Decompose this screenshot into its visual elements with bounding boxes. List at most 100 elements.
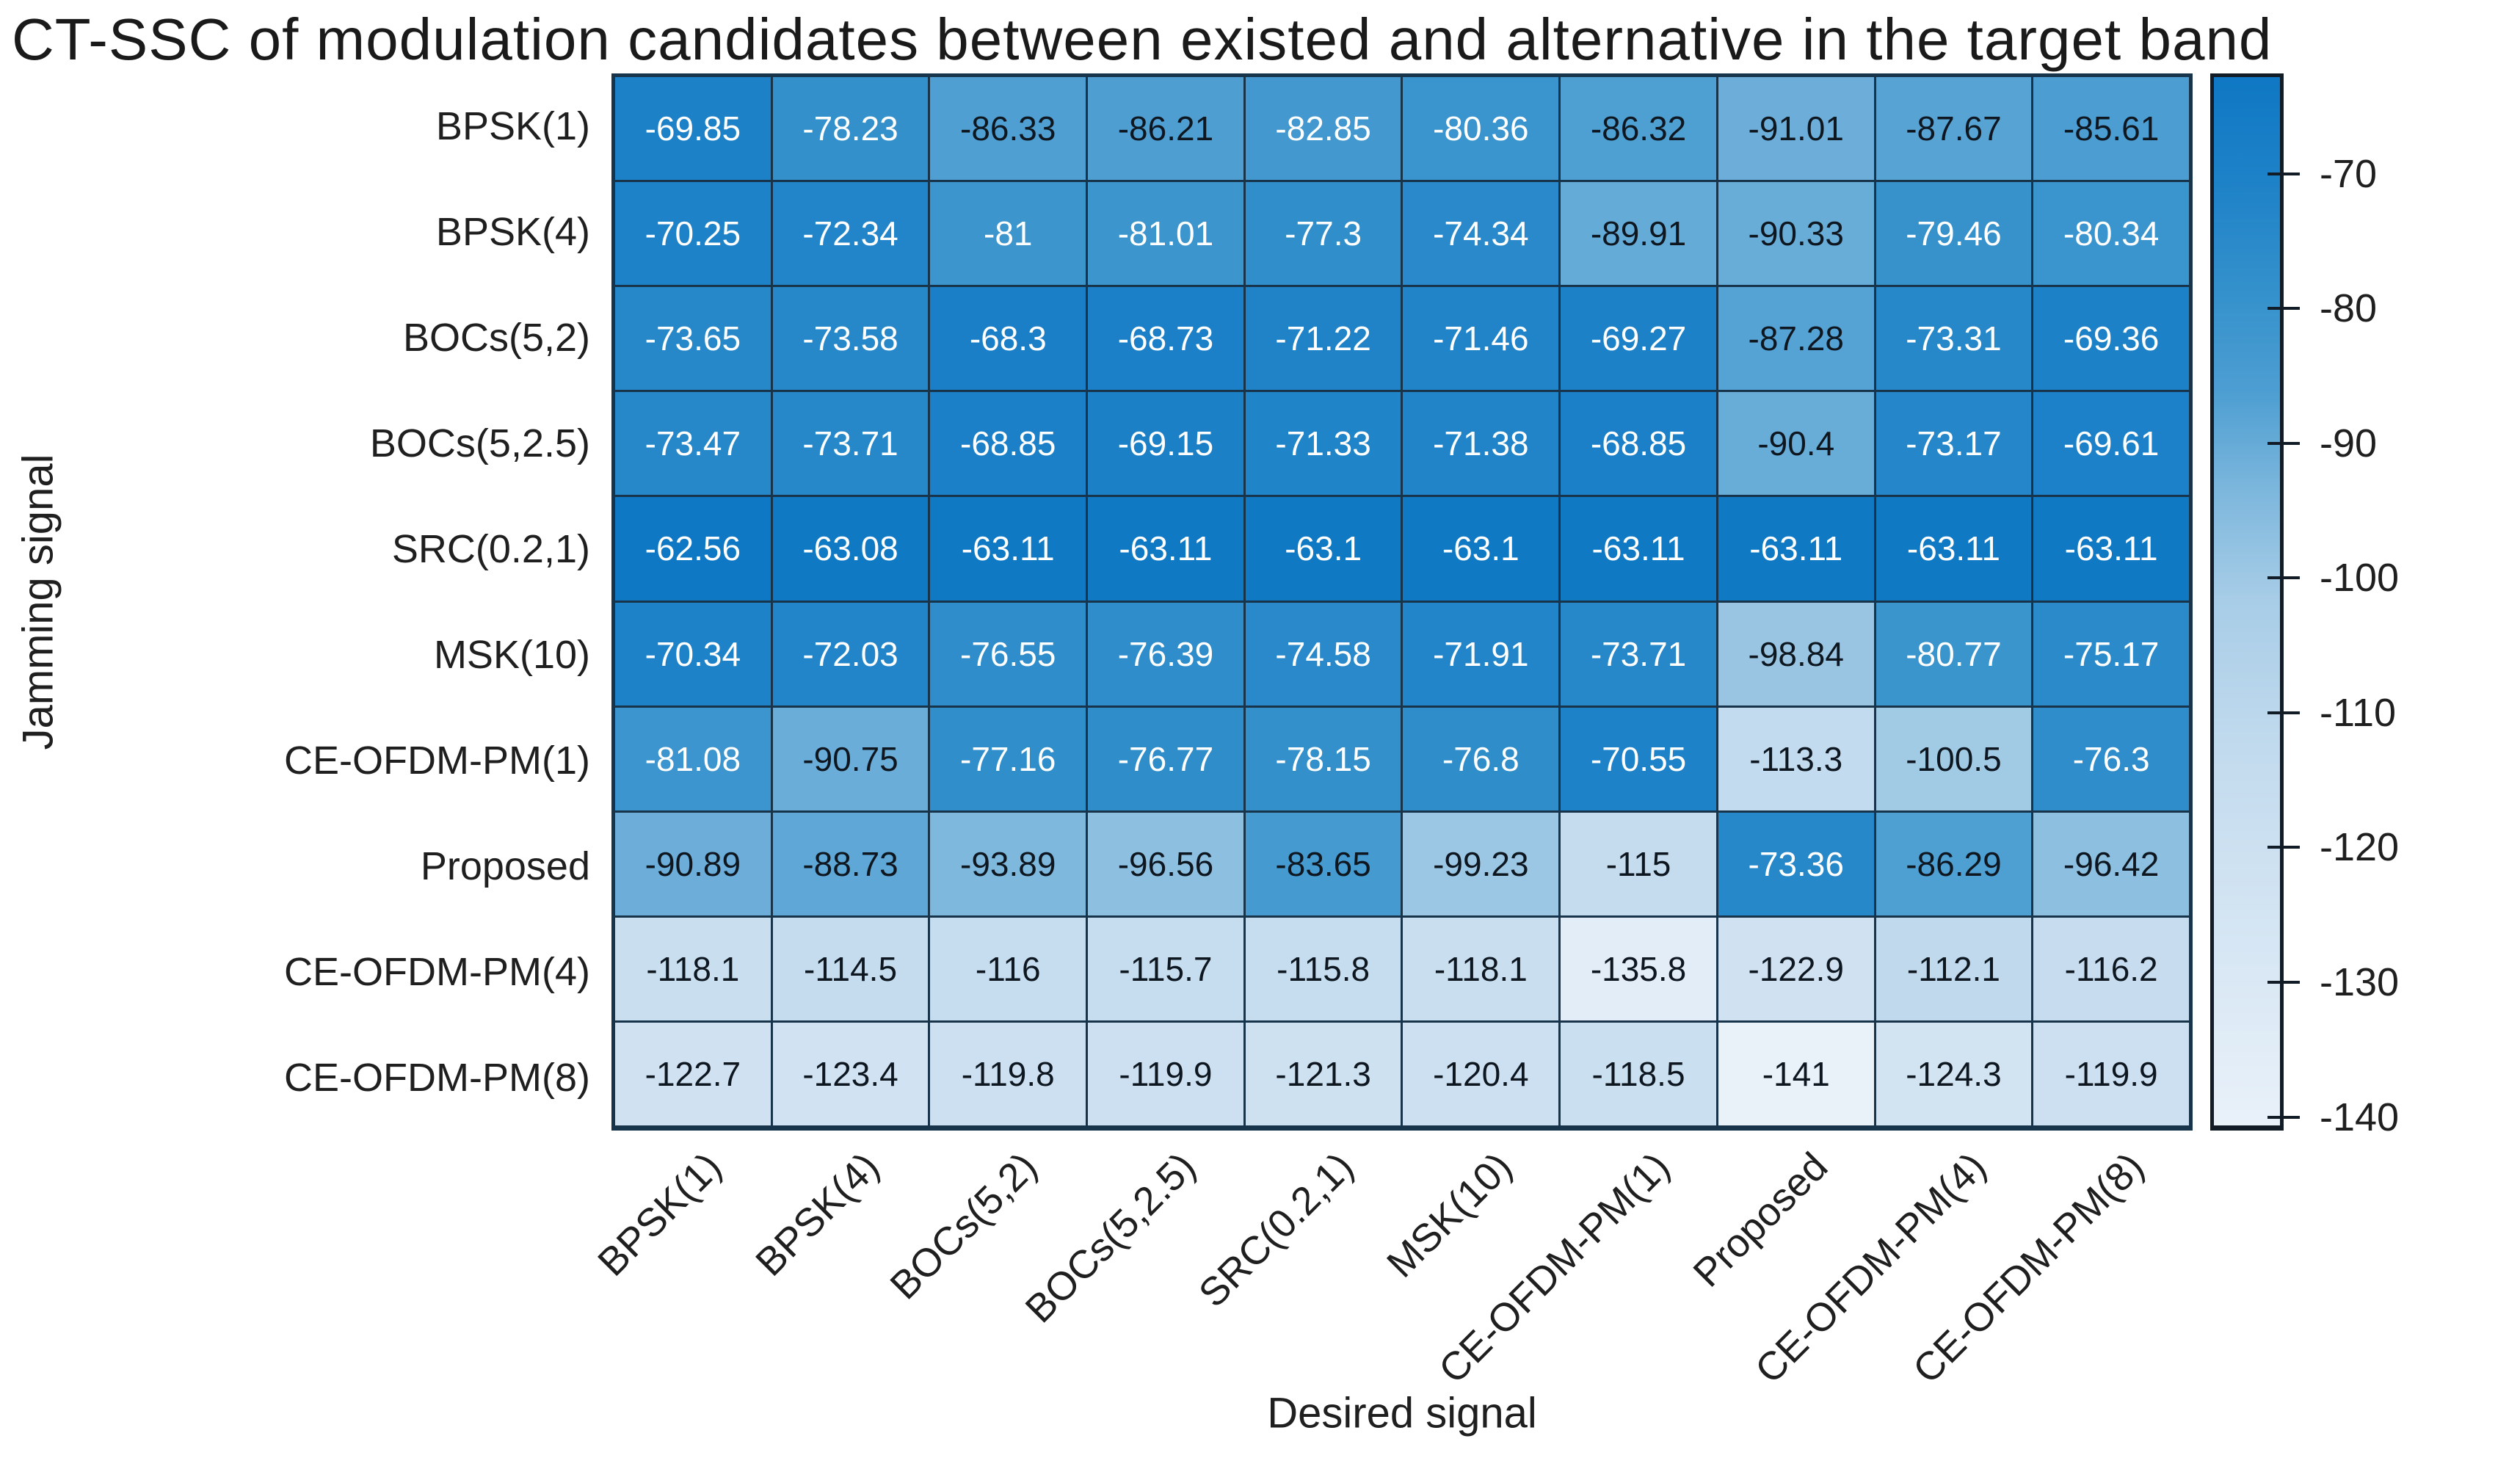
heatmap-cell: -90.89: [615, 812, 771, 915]
x-tick-label: MSK(10): [1378, 1144, 1520, 1286]
heatmap-cell: -87.67: [1876, 77, 2032, 181]
heatmap-cell: -68.85: [1561, 392, 1716, 496]
heatmap-cell: -80.34: [2033, 182, 2189, 286]
x-tick-label: SRC(0.2,1): [1191, 1144, 1362, 1316]
heatmap-cell: -85.61: [2033, 77, 2189, 181]
colorbar-tick-label: -120: [2320, 825, 2400, 870]
heatmap-cell: -87.28: [1718, 287, 1874, 391]
x-tick-label: BOCs(5,2.5): [1017, 1144, 1205, 1332]
heatmap-cell: -90.4: [1718, 392, 1874, 496]
heatmap-cell: -73.47: [615, 392, 771, 496]
heatmap-cell: -63.11: [1088, 497, 1243, 601]
heatmap-cell: -118.5: [1561, 1022, 1716, 1125]
heatmap-cell: -70.34: [615, 602, 771, 706]
heatmap-cell: -98.84: [1718, 602, 1874, 706]
y-tick-label: BOCs(5,2.5): [369, 421, 590, 465]
heatmap-cell: -124.3: [1876, 1022, 2032, 1125]
heatmap-cell: -62.56: [615, 497, 771, 601]
heatmap-cell: -122.9: [1718, 917, 1874, 1020]
heatmap-cell: -99.23: [1403, 812, 1559, 915]
y-tick-label: BPSK(4): [435, 210, 590, 254]
colorbar-tick-mark: [2267, 981, 2300, 984]
heatmap-cell: -90.33: [1718, 182, 1874, 286]
heatmap-cell: -116.2: [2033, 917, 2189, 1020]
heatmap-cell: -91.01: [1718, 77, 1874, 181]
heatmap-cell: -76.3: [2033, 707, 2189, 810]
heatmap-cell: -100.5: [1876, 707, 2032, 810]
heatmap-cell: -79.46: [1876, 182, 2032, 286]
heatmap-cell: -63.11: [2033, 497, 2189, 601]
heatmap-cell: -76.55: [930, 602, 1086, 706]
heatmap-cell: -115.7: [1088, 917, 1243, 1020]
heatmap-cell: -68.73: [1088, 287, 1243, 391]
heatmap-cell: -93.89: [930, 812, 1086, 915]
y-tick-label: Proposed: [420, 844, 590, 888]
heatmap-grid: -69.85 -78.23 -86.33 -86.21 -82.85 -80.36 -86.…: [611, 73, 2193, 1131]
x-tick-label: BPSK(4): [747, 1144, 888, 1285]
heatmap-cell: -73.17: [1876, 392, 2032, 496]
heatmap-cell: -119.8: [930, 1022, 1086, 1125]
colorbar-tick-mark: [2267, 307, 2300, 311]
y-tick-label: CE-OFDM-PM(1): [284, 739, 590, 783]
colorbar-tick-mark: [2267, 711, 2300, 714]
heatmap-cell: -120.4: [1403, 1022, 1559, 1125]
heatmap-cell: -96.56: [1088, 812, 1243, 915]
colorbar-tick-label: -130: [2320, 960, 2400, 1005]
colorbar-tick-mark: [2267, 576, 2300, 580]
heatmap-cell: -121.3: [1245, 1022, 1401, 1125]
colorbar-tick-label: -100: [2320, 556, 2400, 601]
heatmap-cell: -71.38: [1403, 392, 1559, 496]
colorbar: [2210, 73, 2284, 1131]
heatmap-cell: -69.15: [1088, 392, 1243, 496]
y-tick-label: CE-OFDM-PM(8): [284, 1056, 590, 1100]
heatmap-cell: -73.71: [1561, 602, 1716, 706]
heatmap-cell: -73.58: [772, 287, 929, 391]
heatmap-cell: -115: [1561, 812, 1716, 915]
heatmap-cell: -71.91: [1403, 602, 1559, 706]
heatmap-cell: -123.4: [772, 1022, 929, 1125]
heatmap-cell: -69.27: [1561, 287, 1716, 391]
heatmap-cell: -76.39: [1088, 602, 1243, 706]
colorbar-tick-mark: [2267, 846, 2300, 849]
x-tick-label: BOCs(5,2): [882, 1144, 1046, 1308]
heatmap-cell: -72.34: [772, 182, 929, 286]
heatmap-cell: -78.23: [772, 77, 929, 181]
heatmap-cell: -68.85: [930, 392, 1086, 496]
y-tick-label: CE-OFDM-PM(4): [284, 950, 590, 994]
heatmap-cell: -118.1: [615, 917, 771, 1020]
heatmap-cell: -114.5: [772, 917, 929, 1020]
heatmap-cell: -71.22: [1245, 287, 1401, 391]
heatmap-cell: -63.1: [1245, 497, 1401, 601]
heatmap-cell: -81.08: [615, 707, 771, 810]
y-tick-label: BPSK(1): [435, 104, 590, 148]
heatmap-cell: -81: [930, 182, 1086, 286]
heatmap-cell: -69.85: [615, 77, 771, 181]
heatmap-cell: -73.71: [772, 392, 929, 496]
heatmap-cell: -86.32: [1561, 77, 1716, 181]
heatmap-cell: -86.33: [930, 77, 1086, 181]
heatmap-cell: -89.91: [1561, 182, 1716, 286]
heatmap-cell: -73.31: [1876, 287, 2032, 391]
heatmap-cell: -74.34: [1403, 182, 1559, 286]
heatmap-cell: -70.55: [1561, 707, 1716, 810]
y-tick-label: MSK(10): [433, 633, 590, 677]
heatmap-cell: -63.11: [930, 497, 1086, 601]
heatmap-cell: -76.77: [1088, 707, 1243, 810]
heatmap-cell: -76.8: [1403, 707, 1559, 810]
heatmap-cell: -96.42: [2033, 812, 2189, 915]
x-axis-label: Desired signal: [1267, 1389, 1537, 1437]
heatmap-cell: -83.65: [1245, 812, 1401, 915]
heatmap-cell: -73.36: [1718, 812, 1874, 915]
heatmap-cell: -75.17: [2033, 602, 2189, 706]
x-tick-label: Proposed: [1685, 1144, 1837, 1296]
heatmap-cell: -69.61: [2033, 392, 2189, 496]
heatmap-cell: -135.8: [1561, 917, 1716, 1020]
heatmap-cell: -119.9: [2033, 1022, 2189, 1125]
colorbar-tick-mark: [2267, 1115, 2300, 1119]
heatmap-cell: -81.01: [1088, 182, 1243, 286]
heatmap-cell: -116: [930, 917, 1086, 1020]
colorbar-tick-label: -110: [2320, 690, 2397, 735]
heatmap-cell: -69.36: [2033, 287, 2189, 391]
colorbar-tick-label: -140: [2320, 1095, 2400, 1139]
